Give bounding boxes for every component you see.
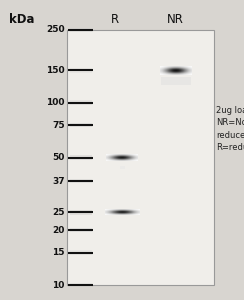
FancyBboxPatch shape: [70, 68, 92, 70]
FancyBboxPatch shape: [70, 123, 92, 124]
FancyBboxPatch shape: [70, 103, 92, 105]
FancyBboxPatch shape: [70, 179, 92, 181]
FancyBboxPatch shape: [70, 284, 92, 286]
Text: NR: NR: [167, 13, 184, 26]
FancyBboxPatch shape: [67, 30, 214, 285]
Text: 50: 50: [52, 153, 65, 162]
FancyBboxPatch shape: [70, 229, 92, 231]
Text: 15: 15: [52, 248, 65, 257]
Text: 75: 75: [52, 121, 65, 130]
Text: 25: 25: [52, 208, 65, 217]
FancyBboxPatch shape: [70, 102, 92, 103]
Text: 20: 20: [52, 226, 65, 235]
Text: 100: 100: [46, 98, 65, 107]
Text: 37: 37: [52, 177, 65, 186]
FancyBboxPatch shape: [70, 126, 92, 128]
FancyBboxPatch shape: [70, 228, 92, 229]
FancyBboxPatch shape: [70, 155, 92, 157]
FancyBboxPatch shape: [70, 254, 92, 255]
FancyBboxPatch shape: [70, 124, 92, 126]
Text: R: R: [111, 13, 119, 26]
FancyBboxPatch shape: [70, 231, 92, 232]
FancyBboxPatch shape: [70, 31, 92, 32]
Text: 10: 10: [52, 280, 65, 290]
Text: 2ug loading
NR=Non-
reduced
R=reduced: 2ug loading NR=Non- reduced R=reduced: [216, 106, 244, 152]
FancyBboxPatch shape: [70, 29, 92, 31]
Text: kDa: kDa: [9, 13, 35, 26]
FancyBboxPatch shape: [70, 210, 92, 212]
FancyBboxPatch shape: [70, 213, 92, 214]
FancyBboxPatch shape: [70, 158, 92, 160]
FancyBboxPatch shape: [70, 70, 92, 71]
FancyBboxPatch shape: [70, 182, 92, 184]
Text: 250: 250: [46, 26, 65, 34]
FancyBboxPatch shape: [70, 181, 92, 182]
FancyBboxPatch shape: [70, 250, 92, 252]
FancyBboxPatch shape: [70, 157, 92, 158]
Text: 150: 150: [46, 66, 65, 75]
FancyBboxPatch shape: [70, 286, 92, 287]
FancyBboxPatch shape: [70, 28, 92, 29]
FancyBboxPatch shape: [70, 252, 92, 254]
FancyBboxPatch shape: [70, 71, 92, 73]
FancyBboxPatch shape: [70, 283, 92, 284]
FancyBboxPatch shape: [70, 100, 92, 102]
FancyBboxPatch shape: [70, 212, 92, 213]
